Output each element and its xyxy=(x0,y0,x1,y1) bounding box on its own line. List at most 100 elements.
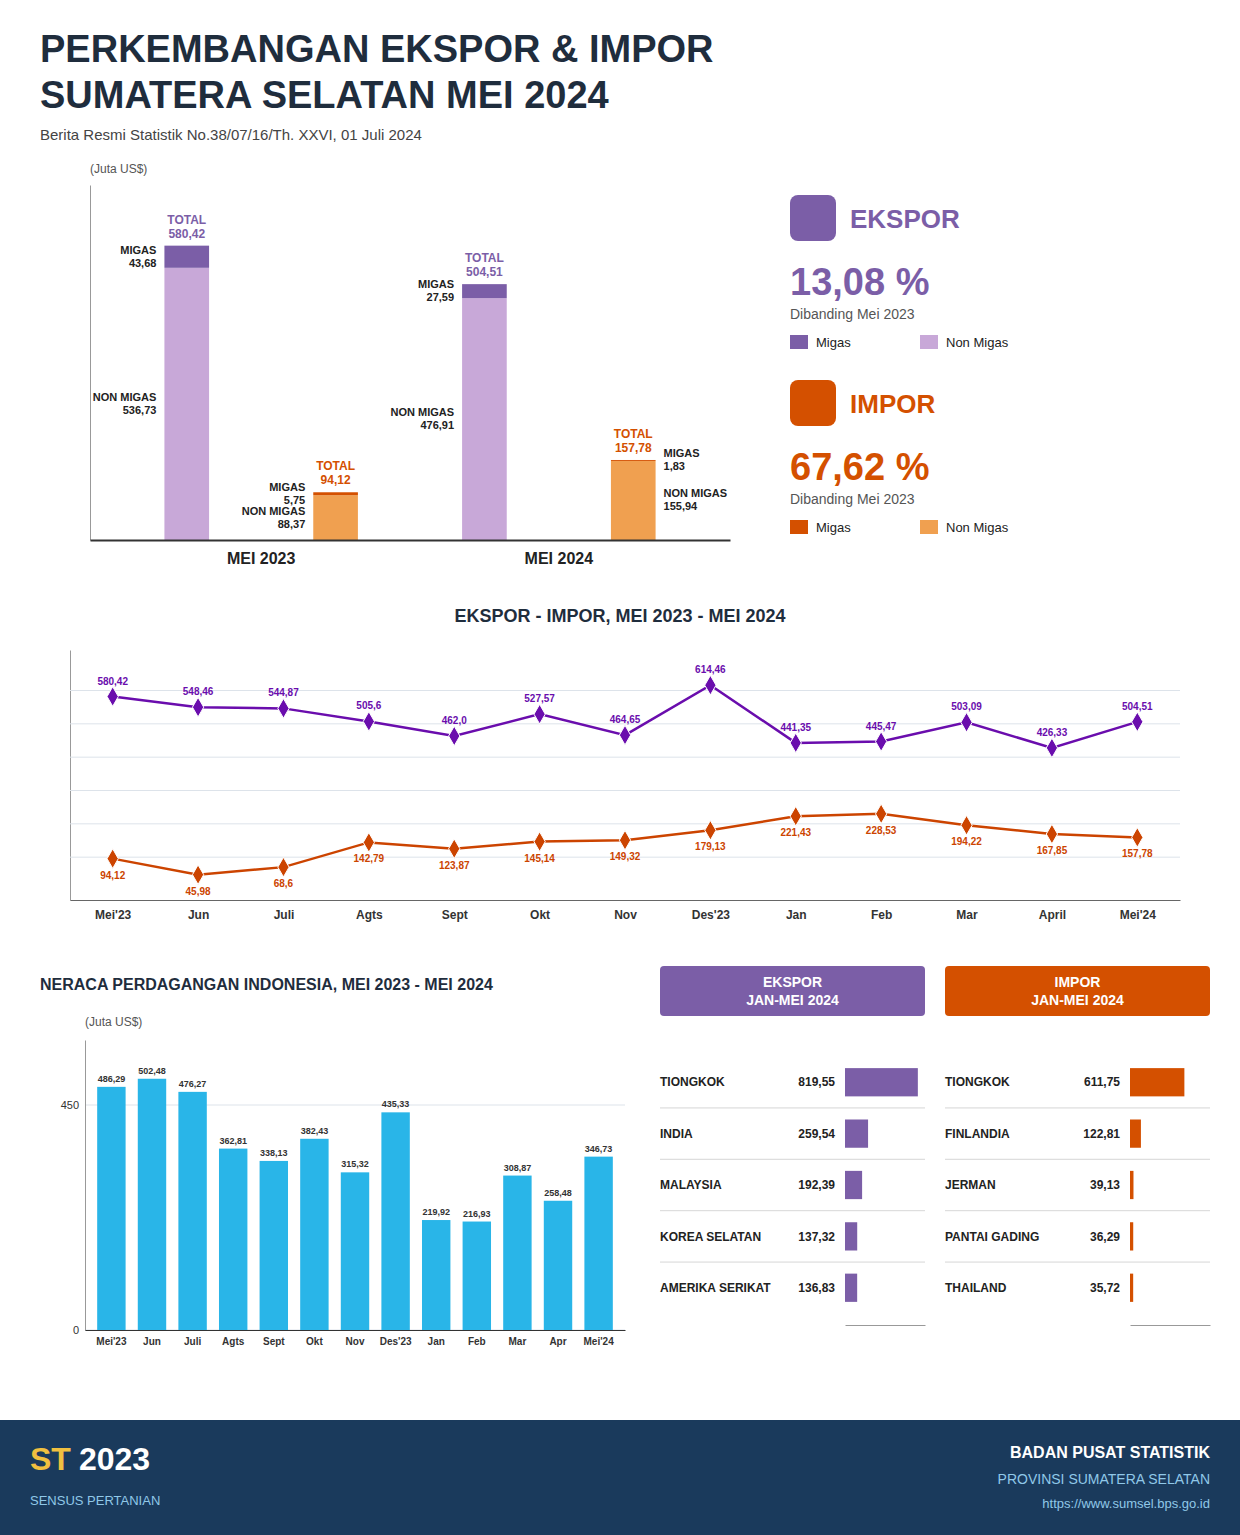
data-label: 192,39 xyxy=(798,1178,835,1192)
bar xyxy=(422,1220,450,1330)
bar xyxy=(260,1161,288,1330)
axis-line xyxy=(846,1325,926,1326)
marker xyxy=(1132,712,1143,732)
total-label: TOTAL94,12 xyxy=(316,459,355,487)
data-label: 149,32 xyxy=(610,851,641,862)
panel-icon xyxy=(790,195,836,241)
total-label: TOTAL580,42 xyxy=(167,213,206,241)
panel-icon xyxy=(790,380,836,426)
tick xyxy=(70,757,1180,758)
tick-label: Sept xyxy=(442,908,468,922)
footer-text: PROVINSI SUMATERA SELATAN xyxy=(998,1471,1210,1487)
tick xyxy=(70,823,1180,824)
marker xyxy=(107,849,118,869)
data-label: 503,09 xyxy=(951,701,982,712)
row-labels: TIONGKOK819,55INDIA259,54MALAYSIA192,39K… xyxy=(660,1075,925,1295)
panel-title: EKSPOR xyxy=(850,204,960,234)
country-chart xyxy=(845,1068,926,1325)
infographic: PERKEMBANGAN EKSPOR & IMPORSUMATERA SELA… xyxy=(0,0,1240,1535)
category-label: KOREA SELATAN xyxy=(660,1230,761,1244)
tick-label: Okt xyxy=(306,1336,323,1347)
tick: Mei'24 xyxy=(584,1330,615,1347)
subtitle: Berita Resmi Statistik No.38/07/16/Th. X… xyxy=(40,126,422,143)
marker xyxy=(278,699,289,719)
tick: Jan xyxy=(786,900,807,922)
legend-entry: Non Migas xyxy=(946,335,1009,350)
axis-line xyxy=(70,651,71,901)
axis-line xyxy=(91,540,731,542)
bar xyxy=(97,1087,125,1330)
tick: Mei'23 xyxy=(96,1330,127,1347)
data-label: NON MIGAS88,37 xyxy=(242,505,306,530)
section-header xyxy=(945,966,1210,1016)
data-label: 548,46 xyxy=(183,686,214,697)
tick-label: Des'23 xyxy=(380,1336,412,1347)
bar xyxy=(584,1157,612,1330)
footer-text: 2023 xyxy=(79,1441,150,1477)
tick: MEI 2024 xyxy=(484,540,593,567)
bar xyxy=(300,1139,328,1330)
data-label: 382,43 xyxy=(301,1126,329,1136)
data-label: MIGAS1,83 xyxy=(664,447,700,472)
panel-note: Dibanding Mei 2023 xyxy=(790,491,915,507)
grid-line xyxy=(70,757,1180,758)
bar-chart: 0450Mei'23JunJuliAgtsSeptOktNovDes'23Jan… xyxy=(61,1015,626,1347)
bar xyxy=(1130,1119,1141,1147)
footer-background xyxy=(0,1420,1240,1535)
bar xyxy=(845,1068,918,1096)
tick: Jun xyxy=(188,900,209,922)
divider xyxy=(660,1262,925,1263)
tick: Juli xyxy=(184,1330,201,1347)
marker xyxy=(192,865,203,885)
data-label: 502,48 xyxy=(138,1066,166,1076)
bar xyxy=(1130,1222,1133,1250)
row-labels: TIONGKOK611,75FINLANDIA122,81JERMAN39,13… xyxy=(945,1075,1210,1295)
info-panel: EKSPOR13,08 %Dibanding Mei 2023MigasNon … xyxy=(790,195,1009,350)
tick: Nov xyxy=(346,1330,365,1347)
tick: Juli xyxy=(274,900,295,922)
bar xyxy=(1130,1171,1133,1199)
divider xyxy=(945,1159,1210,1160)
tick: Des'23 xyxy=(380,1330,412,1347)
legend-entry: Migas xyxy=(816,335,851,350)
data-label: MIGAS27,59 xyxy=(418,278,454,303)
y-axis: 0450 xyxy=(61,1041,86,1337)
data-label: NON MIGAS476,91 xyxy=(391,406,455,431)
bar-segment xyxy=(611,459,656,461)
tick-label: Des'23 xyxy=(692,908,731,922)
tick: Okt xyxy=(306,1330,323,1347)
chart-title: IMPORJAN-MEI 2024 xyxy=(1031,974,1124,1008)
panel-change: 13,08 % xyxy=(790,261,929,303)
data-label: 580,42 xyxy=(97,676,128,687)
tick-label: Feb xyxy=(468,1336,486,1347)
axis-line xyxy=(90,186,91,541)
bar-segment xyxy=(164,246,209,268)
bar-segment xyxy=(462,284,507,298)
total-label: TOTAL504,51 xyxy=(465,251,504,279)
divider xyxy=(660,1159,925,1160)
data-label: 611,75 xyxy=(1084,1075,1120,1089)
data-label: 258,48 xyxy=(544,1188,572,1198)
tick-label: Sept xyxy=(263,1336,285,1347)
data-label: NON MIGAS155,94 xyxy=(664,487,728,512)
tick-label: Jun xyxy=(188,908,209,922)
data-label: 476,27 xyxy=(179,1079,207,1089)
tick xyxy=(70,790,1180,791)
data-label: 194,22 xyxy=(951,836,982,847)
tick-label: Mei'24 xyxy=(1120,908,1157,922)
data-label: NON MIGAS536,73 xyxy=(93,391,157,416)
divider xyxy=(660,1107,925,1108)
marker xyxy=(1132,828,1143,848)
divider xyxy=(945,1210,1210,1211)
bar-segment xyxy=(313,492,358,495)
legend-swatch xyxy=(920,335,938,349)
marker xyxy=(534,832,545,852)
tick: Agts xyxy=(222,1330,245,1347)
tick: Nov xyxy=(614,900,637,922)
data-label: 464,65 xyxy=(610,714,641,725)
tick-label: Juli xyxy=(184,1336,201,1347)
data-label: 486,29 xyxy=(98,1074,126,1084)
data-label: 462,0 xyxy=(442,715,467,726)
bar xyxy=(381,1112,409,1330)
data-label: 819,55 xyxy=(798,1075,835,1089)
